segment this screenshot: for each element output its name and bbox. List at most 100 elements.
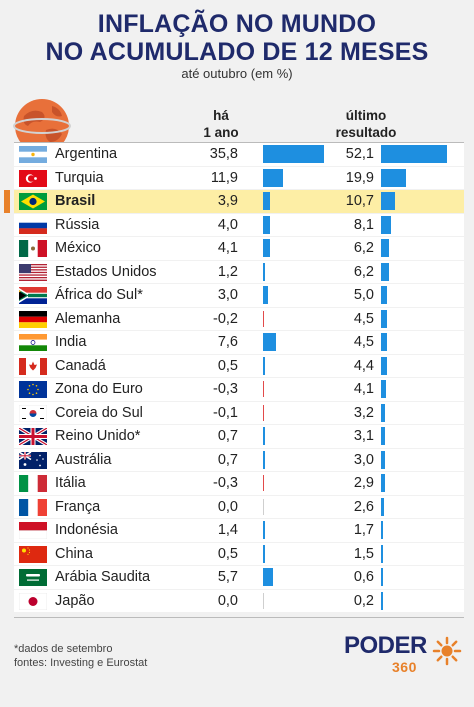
bar-latest bbox=[381, 474, 385, 492]
table-row: Zona do Euro -0,3 4,1 bbox=[0, 378, 474, 402]
row-background bbox=[14, 260, 464, 283]
value-label-1-year-ago: 4,0 bbox=[217, 216, 238, 233]
value-label-1-year-ago: 5,7 bbox=[217, 569, 238, 585]
value-label-1-year-ago: 0,5 bbox=[217, 545, 238, 562]
value-label-latest: 2,6 bbox=[353, 498, 374, 515]
value-label-1-year-ago: 3,9 bbox=[217, 193, 238, 209]
value-label-latest: 5,0 bbox=[353, 287, 374, 303]
bar-latest bbox=[381, 168, 407, 187]
row-background bbox=[14, 448, 464, 471]
country-label: África do Sul* bbox=[55, 287, 143, 303]
column-header-2-line-2: resultado bbox=[335, 125, 397, 140]
table-row: India 7,6 4,5 bbox=[0, 331, 474, 355]
table-row: China 0,5 1,5 bbox=[0, 542, 474, 567]
bar-1-year-ago bbox=[263, 404, 264, 421]
bar-1-year-ago bbox=[263, 592, 264, 609]
country-label: Arábia Saudita bbox=[55, 569, 151, 585]
value-label-latest: 3,0 bbox=[353, 451, 374, 468]
bar-latest bbox=[381, 497, 385, 516]
table-row: Estados Unidos 1,2 6,2 bbox=[0, 260, 474, 285]
footnote: *dados de setembro bbox=[14, 643, 113, 655]
value-label-1-year-ago: -0,1 bbox=[213, 404, 238, 421]
value-label-1-year-ago: -0,3 bbox=[213, 381, 238, 397]
bar-1-year-ago bbox=[263, 498, 264, 515]
usa-flag-icon bbox=[19, 263, 47, 281]
column-header-1-year-ago: há 1 ano bbox=[196, 107, 246, 141]
value-label-latest: 3,1 bbox=[353, 428, 374, 444]
poder360-logo: PODER 360 bbox=[344, 632, 462, 675]
value-label-1-year-ago: 0,7 bbox=[217, 451, 238, 468]
france-flag-icon bbox=[19, 498, 47, 516]
row-background bbox=[14, 143, 464, 166]
value-label-1-year-ago: -0,2 bbox=[213, 310, 238, 327]
table-row: Argentina 35,8 52,1 bbox=[0, 143, 474, 167]
row-background bbox=[14, 589, 464, 612]
country-label: Austrália bbox=[55, 451, 112, 468]
value-label-latest: 6,2 bbox=[353, 240, 374, 256]
value-label-latest: 19,9 bbox=[345, 169, 374, 186]
eu-flag-icon bbox=[19, 381, 47, 398]
canada-flag-icon bbox=[19, 357, 47, 375]
value-label-1-year-ago: 35,8 bbox=[209, 146, 238, 162]
bar-latest bbox=[381, 239, 389, 257]
row-background bbox=[14, 542, 464, 565]
germany-flag-icon bbox=[19, 310, 47, 328]
table-row: Coreia do Sul -0,1 3,2 bbox=[0, 401, 474, 426]
row-background bbox=[14, 237, 464, 260]
globe-icon bbox=[13, 99, 71, 144]
bar-latest bbox=[381, 356, 387, 375]
value-label-1-year-ago: 0,0 bbox=[217, 592, 238, 609]
row-background bbox=[14, 331, 464, 354]
table-row: Indonésia 1,4 1,7 bbox=[0, 519, 474, 543]
value-label-latest: 52,1 bbox=[345, 146, 374, 162]
bar-latest bbox=[381, 380, 387, 398]
south-korea-flag-icon bbox=[19, 404, 47, 422]
bar-1-year-ago bbox=[263, 239, 270, 257]
bar-1-year-ago bbox=[263, 381, 264, 397]
saudi-arabia-flag-icon bbox=[19, 569, 47, 586]
row-background bbox=[14, 495, 464, 518]
bar-1-year-ago bbox=[263, 310, 264, 327]
country-label: Brasil bbox=[55, 193, 96, 209]
table-row: México 4,1 6,2 bbox=[0, 237, 474, 261]
value-label-1-year-ago: 1,2 bbox=[217, 263, 238, 280]
table-row: Austrália 0,7 3,0 bbox=[0, 448, 474, 473]
bar-1-year-ago bbox=[263, 475, 264, 491]
bar-latest bbox=[381, 568, 383, 586]
bar-1-year-ago bbox=[263, 286, 269, 304]
chart-subtitle: até outubro (em %) bbox=[181, 66, 293, 81]
country-label: Canadá bbox=[55, 357, 106, 374]
table-row: Itália -0,3 2,9 bbox=[0, 472, 474, 496]
country-label: México bbox=[55, 240, 101, 256]
value-label-1-year-ago: 3,0 bbox=[217, 287, 238, 303]
country-label: Turquia bbox=[55, 169, 104, 186]
bar-1-year-ago bbox=[263, 145, 324, 163]
column-header-2-line-1: último bbox=[345, 108, 387, 123]
row-background bbox=[14, 378, 464, 401]
table-row: França 0,0 2,6 bbox=[0, 495, 474, 520]
row-background bbox=[14, 213, 464, 236]
bar-1-year-ago bbox=[263, 168, 284, 187]
south-africa-flag-icon bbox=[19, 287, 47, 304]
value-label-1-year-ago: 1,4 bbox=[217, 522, 238, 538]
footer-divider bbox=[14, 617, 464, 618]
bar-latest bbox=[381, 192, 395, 210]
bar-1-year-ago bbox=[263, 568, 273, 586]
source-note: fontes: Investing e Eurostat bbox=[14, 657, 148, 669]
country-label: Alemanha bbox=[55, 310, 121, 327]
logo-word: PODER bbox=[344, 632, 427, 659]
country-label: Itália bbox=[55, 475, 86, 491]
bar-1-year-ago bbox=[263, 333, 276, 351]
bar-1-year-ago bbox=[263, 192, 270, 210]
value-label-1-year-ago: -0,3 bbox=[213, 475, 238, 491]
bar-latest bbox=[381, 145, 447, 163]
value-label-latest: 1,7 bbox=[353, 522, 374, 538]
column-header-1-line-2: 1 ano bbox=[203, 125, 239, 140]
table-row: Alemanha -0,2 4,5 bbox=[0, 307, 474, 332]
table-row: Arábia Saudita 5,7 0,6 bbox=[0, 566, 474, 590]
row-background bbox=[14, 166, 464, 189]
row-background bbox=[14, 307, 464, 330]
value-label-latest: 4,5 bbox=[353, 334, 374, 350]
column-header-latest: último resultado bbox=[326, 107, 406, 141]
value-label-latest: 10,7 bbox=[345, 193, 374, 209]
